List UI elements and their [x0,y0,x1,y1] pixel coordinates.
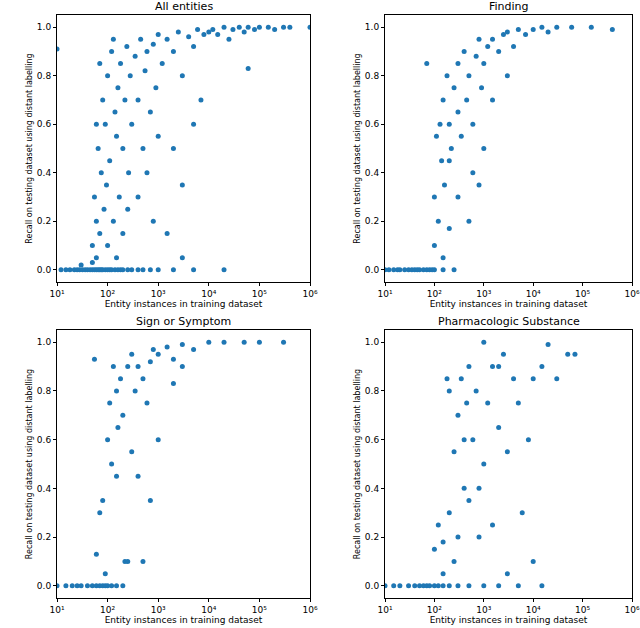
svg-text:0.4: 0.4 [37,168,52,178]
svg-text:0.4: 0.4 [37,484,52,494]
svg-text:0.2: 0.2 [37,532,51,542]
svg-text:0.0: 0.0 [365,581,380,591]
svg-text:10³: 10³ [151,605,166,615]
svg-text:10⁵: 10⁵ [252,605,267,615]
svg-text:10²: 10² [427,289,442,299]
svg-text:Recall on testing dataset usin: Recall on testing dataset using distant … [25,53,34,243]
svg-text:Entity instances in training d: Entity instances in training dataset [430,299,588,309]
svg-text:1.0: 1.0 [37,337,52,347]
svg-text:10³: 10³ [476,289,491,299]
svg-text:10⁶: 10⁶ [302,289,317,299]
svg-text:10⁵: 10⁵ [575,289,590,299]
svg-text:10²: 10² [427,605,442,615]
svg-text:0.6: 0.6 [365,119,380,129]
svg-text:1.0: 1.0 [37,22,52,32]
svg-text:0.6: 0.6 [37,119,52,129]
svg-text:0.4: 0.4 [365,484,380,494]
svg-text:10⁴: 10⁴ [201,289,216,299]
svg-text:10¹: 10¹ [49,289,64,299]
svg-text:0.0: 0.0 [37,581,52,591]
svg-text:0.8: 0.8 [365,386,380,396]
svg-text:0.8: 0.8 [365,71,380,81]
svg-text:10³: 10³ [476,605,491,615]
svg-text:Recall on testing dataset usin: Recall on testing dataset using distant … [353,369,362,559]
svg-text:Entity instances in training d: Entity instances in training dataset [105,299,263,309]
svg-text:0.6: 0.6 [37,435,52,445]
svg-text:0.6: 0.6 [365,435,380,445]
svg-text:Entity instances in training d: Entity instances in training dataset [430,615,588,625]
svg-text:0.2: 0.2 [37,216,51,226]
svg-text:10⁴: 10⁴ [201,605,216,615]
svg-text:10⁶: 10⁶ [302,605,317,615]
svg-text:10⁵: 10⁵ [252,289,267,299]
svg-text:All entities: All entities [155,0,213,13]
svg-text:Sign or Symptom: Sign or Symptom [136,315,231,328]
svg-text:10⁶: 10⁶ [624,289,639,299]
svg-text:10³: 10³ [151,289,166,299]
svg-text:0.8: 0.8 [37,386,52,396]
svg-text:Recall on testing dataset usin: Recall on testing dataset using distant … [353,53,362,243]
svg-text:Finding: Finding [489,0,529,13]
svg-text:Pharmacologic Substance: Pharmacologic Substance [438,315,580,328]
svg-text:Recall on testing dataset usin: Recall on testing dataset using distant … [25,369,34,559]
svg-text:10¹: 10¹ [377,289,392,299]
svg-text:0.0: 0.0 [37,265,52,275]
svg-text:10²: 10² [100,605,115,615]
svg-text:10¹: 10¹ [377,605,392,615]
svg-text:1.0: 1.0 [365,22,380,32]
svg-text:10²: 10² [100,289,115,299]
svg-text:0.2: 0.2 [365,532,379,542]
svg-text:10⁴: 10⁴ [526,289,541,299]
svg-text:0.2: 0.2 [365,216,379,226]
svg-text:1.0: 1.0 [365,337,380,347]
svg-text:0.0: 0.0 [365,265,380,275]
svg-text:10⁴: 10⁴ [526,605,541,615]
svg-text:10⁶: 10⁶ [624,605,639,615]
svg-text:Entity instances in training d: Entity instances in training dataset [105,615,263,625]
svg-text:0.4: 0.4 [365,168,380,178]
svg-text:10⁵: 10⁵ [575,605,590,615]
svg-text:0.8: 0.8 [37,71,52,81]
svg-text:10¹: 10¹ [49,605,64,615]
